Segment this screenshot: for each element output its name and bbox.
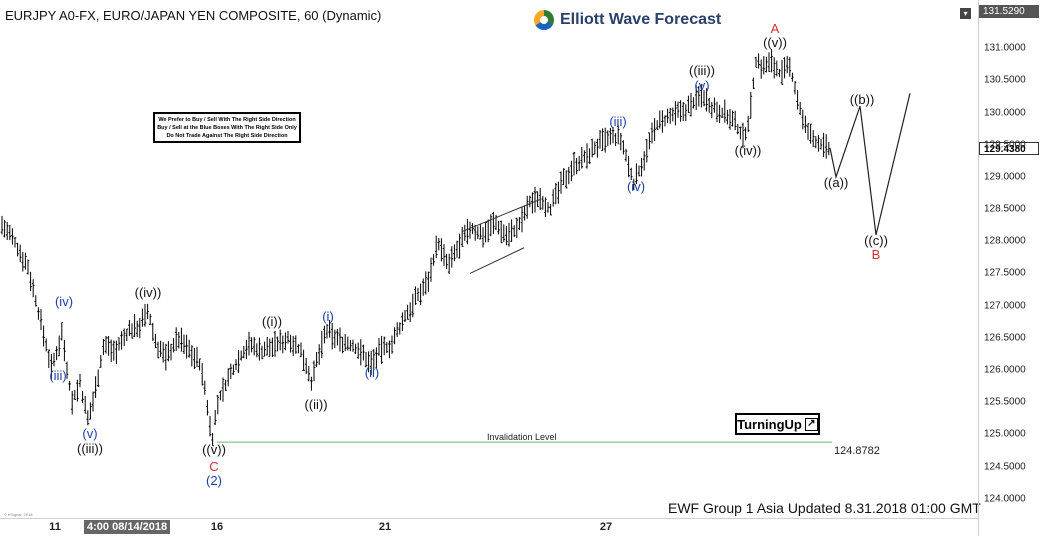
notice-line: Do Not Trade Against The Right Side Dire…	[166, 133, 288, 139]
date-tick-label: 27	[599, 521, 613, 533]
wave-label: ((iii))	[689, 62, 715, 78]
price-tick-label: 127.0000	[984, 300, 1026, 312]
wave-label: B	[871, 247, 881, 263]
turning-up-badge: TurningUp ↗	[735, 413, 820, 435]
date-tick-label: 16	[210, 521, 224, 533]
wave-label: (iii)	[609, 114, 627, 130]
chart-title: EURJPY A0-FX, EURO/JAPAN YEN COMPOSITE, …	[5, 8, 382, 23]
price-tick-label: 125.0000	[984, 428, 1026, 440]
wave-label: ((a))	[823, 175, 849, 191]
collapse-icon[interactable]: ▾	[960, 8, 971, 19]
logo-text: Elliott Wave Forecast	[560, 11, 722, 28]
watermark: © eSignal, 2018	[4, 512, 33, 517]
price-axis[interactable]: 131.5290 129.4380 131.0000 130.5000 130.00…	[978, 0, 1043, 536]
price-tick-label: 126.0000	[984, 364, 1026, 376]
price-tick-label: 129.5000	[984, 139, 1026, 151]
wave-label: C	[209, 458, 219, 474]
price-tag-high: 131.5290	[979, 5, 1039, 18]
wave-label: (ii)	[364, 365, 380, 381]
wave-label: ((iv))	[734, 143, 762, 159]
wave-label: (iii)	[49, 368, 67, 384]
invalidation-label: Invalidation Level	[487, 432, 557, 442]
wave-label: ((i))	[261, 313, 283, 329]
date-axis[interactable]: 11 16 21 27 4:00 08/14/2018	[0, 518, 978, 537]
channel-line	[461, 199, 541, 233]
date-tick-label: 21	[378, 521, 392, 533]
price-tick-label: 129.0000	[984, 171, 1026, 183]
trading-notice: We Prefer to Buy / Sell With The Right S…	[153, 112, 301, 143]
wave-label: (v)	[82, 426, 98, 442]
price-tick-label: 130.0000	[984, 107, 1026, 119]
wave-label: (2)	[206, 472, 222, 488]
price-tag-last: 129.4380	[979, 141, 1039, 155]
wave-label: ((iv))	[134, 284, 162, 300]
logo-icon	[534, 10, 554, 30]
date-tick-label: 11	[49, 521, 61, 533]
turning-up-label: TurningUp	[737, 416, 802, 432]
wave-label: A	[770, 20, 780, 36]
price-tick-label: 124.5000	[984, 461, 1026, 473]
date-cursor-label: 4:00 08/14/2018	[84, 520, 171, 534]
wave-label: (iv)	[54, 294, 74, 310]
price-tick-label: 131.0000	[984, 42, 1026, 54]
wave-label: ((iii))	[77, 440, 103, 456]
price-tick-label: 125.5000	[984, 396, 1026, 408]
arrow-up-right-icon: ↗	[804, 417, 818, 431]
wave-label: (v)	[694, 77, 710, 93]
price-tick-label: 126.5000	[984, 332, 1026, 344]
wave-label: ((b))	[849, 91, 875, 107]
brand-logo: Elliott Wave Forecast	[534, 10, 721, 30]
price-tick-label: 128.5000	[984, 203, 1026, 215]
projection-path	[829, 93, 911, 236]
price-tick-label: 128.0000	[984, 235, 1026, 247]
wave-label: ((v))	[763, 35, 787, 51]
notice-line: Buy / Sell at the Blue Boxes With The Ri…	[157, 125, 297, 131]
notice-line: We Prefer to Buy / Sell With The Right S…	[158, 117, 296, 123]
wave-label: (iv)	[626, 178, 646, 194]
price-tick-label: 127.5000	[984, 267, 1026, 279]
wave-label: ((ii))	[304, 397, 328, 413]
wave-label: ((c))	[864, 233, 888, 249]
update-stamp: EWF Group 1 Asia Updated 8.31.2018 01:00…	[668, 500, 981, 516]
price-tick-label: 130.5000	[984, 74, 1026, 86]
invalidation-value: 124.8782	[834, 445, 880, 457]
price-tick-label: 124.0000	[984, 493, 1026, 505]
price-chart[interactable]	[0, 0, 978, 518]
wave-label: (i)	[322, 309, 334, 325]
wave-label: ((v))	[202, 442, 226, 458]
channel-line	[469, 247, 525, 274]
